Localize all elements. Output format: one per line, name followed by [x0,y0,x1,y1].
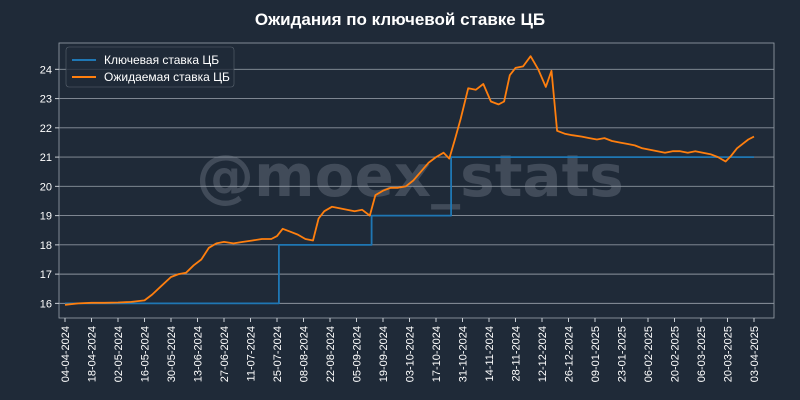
x-tick-label: 30-05-2024 [166,326,178,382]
y-tick-label: 17 [40,269,52,281]
y-tick-label: 16 [40,298,52,310]
series-line-expected-rate [64,55,755,306]
x-tick-label: 23-01-2025 [617,326,629,382]
y-tick-label: 21 [40,152,52,164]
y-tick-label: 22 [40,123,52,135]
x-tick-label: 26-12-2024 [564,326,576,382]
x-tick-label: 18-04-2024 [87,326,99,382]
x-tick-label: 16-05-2024 [140,326,152,382]
y-tick-label: 20 [40,181,52,193]
x-tick-label: 05-09-2024 [352,326,364,382]
y-tick-label: 19 [40,211,52,223]
x-tick-label: 03-04-2025 [749,326,761,382]
x-tick-label: 06-03-2025 [696,326,708,382]
series-layer [64,55,755,306]
x-tick-label: 13-06-2024 [193,326,205,382]
x-tick-label: 06-02-2025 [643,326,655,382]
x-tick-label: 20-03-2025 [723,326,735,382]
plot-area [58,42,775,319]
x-tick-label: 02-05-2024 [113,326,125,382]
chart-title: Ожидания по ключевой ставке ЦБ [255,10,545,29]
x-tick-label: 19-09-2024 [378,326,390,382]
legend: Ключевая ставка ЦБ Ожидаемая ставка ЦБ [65,46,235,88]
x-axis: 04-04-2024 18-04-2024 02-05-2024 16-05-2024… [60,318,761,382]
x-tick-label: 09-01-2025 [590,326,602,382]
legend-box [65,46,235,88]
x-tick-label: 14-11-2024 [484,326,496,381]
legend-label-expected-rate: Ожидаемая ставка ЦБ [104,70,230,84]
x-tick-label: 03-10-2024 [405,326,417,382]
y-tick-label: 18 [40,240,52,252]
x-tick-label: 12-12-2024 [537,326,549,382]
x-tick-label: 11-07-2024 [246,326,258,381]
legend-label-key-rate: Ключевая ставка ЦБ [104,53,219,67]
y-tick-label: 24 [40,64,52,76]
x-tick-label: 04-04-2024 [60,326,72,382]
x-tick-label: 31-10-2024 [458,326,470,382]
x-tick-label: 20-02-2025 [670,326,682,382]
x-tick-label: 08-08-2024 [299,326,311,382]
x-tick-label: 25-07-2024 [272,326,284,382]
x-tick-label: 22-08-2024 [325,326,337,382]
y-tick-label: 23 [40,94,52,106]
watermark: @moex_stats [196,142,624,210]
x-tick-label: 27-06-2024 [219,326,231,382]
x-tick-label: 17-10-2024 [431,326,443,382]
x-tick-label: 28-11-2024 [511,326,523,381]
series-line-key-rate [65,156,754,305]
y-axis: 16 17 18 19 20 21 22 23 24 [40,64,59,310]
